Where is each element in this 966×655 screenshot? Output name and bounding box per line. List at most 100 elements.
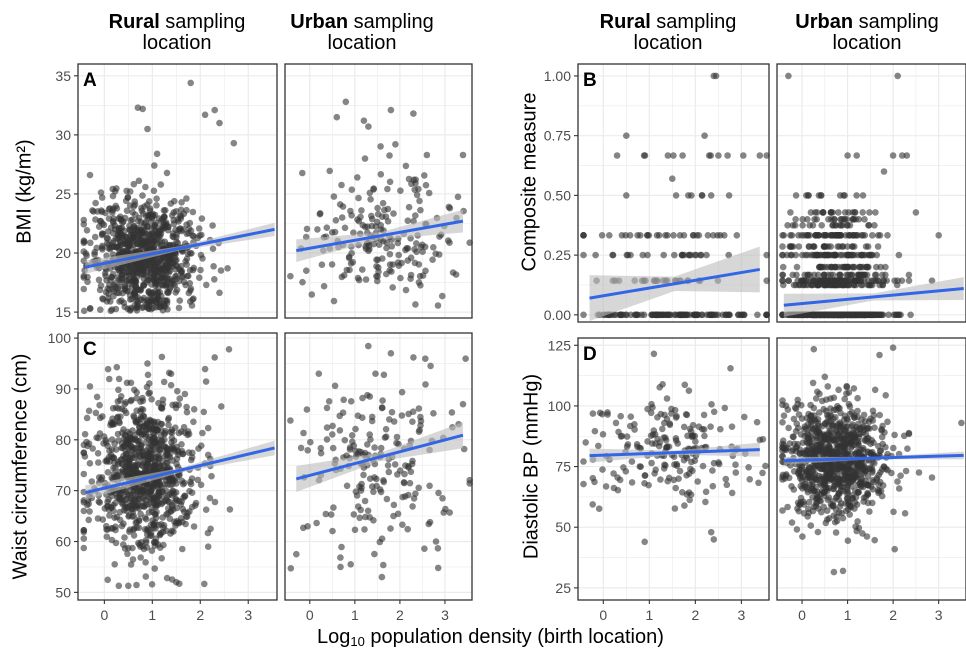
data-point	[591, 427, 599, 435]
data-point	[130, 412, 137, 420]
data-point	[166, 252, 173, 259]
data-point	[416, 426, 423, 434]
data-point	[689, 421, 697, 429]
data-point	[166, 477, 173, 484]
data-point	[617, 433, 625, 440]
data-point	[855, 216, 863, 223]
data-point	[413, 248, 420, 256]
x-axis-title: Log10 population density (birth location…	[317, 626, 664, 649]
data-point	[832, 529, 840, 536]
data-point	[112, 499, 119, 507]
data-point	[195, 225, 203, 232]
data-point	[361, 526, 368, 533]
data-point	[190, 232, 197, 240]
data-point	[161, 452, 169, 460]
data-point	[878, 433, 886, 441]
data-point	[853, 192, 860, 199]
data-point	[88, 478, 96, 485]
data-point	[374, 273, 381, 280]
data-point	[900, 432, 908, 440]
data-point	[380, 561, 387, 569]
data-point	[146, 526, 153, 534]
data-point	[152, 503, 160, 510]
data-point	[383, 244, 390, 252]
data-point	[144, 460, 152, 468]
data-point	[115, 386, 122, 394]
data-point	[346, 266, 353, 274]
data-point	[848, 271, 856, 279]
data-point	[891, 545, 898, 553]
data-point	[140, 282, 148, 289]
data-point	[798, 401, 805, 409]
data-point	[814, 528, 822, 536]
data-point	[179, 545, 186, 553]
data-point	[378, 573, 386, 581]
data-point	[179, 518, 186, 526]
data-point	[869, 417, 877, 424]
data-point	[329, 444, 337, 452]
data-point	[680, 232, 688, 239]
data-point	[409, 503, 416, 510]
data-point	[724, 152, 731, 159]
data-point	[80, 544, 88, 552]
data-point	[351, 526, 359, 534]
data-point	[149, 210, 157, 218]
data-point	[106, 512, 113, 519]
data-point	[890, 311, 898, 319]
x-tick-label: 2	[889, 607, 897, 623]
x-tick-label: 3	[244, 607, 252, 623]
data-point	[132, 226, 140, 233]
data-point	[318, 261, 326, 269]
y-tick-label: 80	[55, 432, 71, 448]
data-point	[745, 464, 752, 471]
data-point	[180, 423, 188, 431]
fit-line	[589, 267, 761, 300]
data-point	[111, 514, 118, 521]
data-point	[432, 538, 440, 545]
data-point	[384, 185, 391, 193]
data-point	[380, 237, 387, 245]
data-point	[157, 181, 165, 188]
data-point	[103, 526, 110, 533]
data-point	[86, 460, 94, 467]
data-point	[199, 429, 206, 437]
data-point	[715, 459, 722, 466]
panel-border	[77, 332, 278, 601]
data-point	[897, 472, 904, 480]
data-point	[935, 232, 942, 239]
data-point	[862, 436, 869, 443]
data-point	[599, 466, 606, 473]
data-point	[102, 289, 110, 296]
data-point	[365, 342, 372, 350]
data-point	[145, 288, 152, 296]
data-point	[169, 457, 176, 464]
data-point	[852, 523, 859, 530]
data-point	[80, 221, 88, 228]
data-point	[171, 197, 178, 205]
data-point	[332, 217, 340, 224]
data-point	[211, 354, 218, 361]
data-point	[379, 199, 387, 207]
y-tick-label: 50	[55, 584, 71, 600]
data-point	[369, 483, 376, 490]
data-point	[188, 454, 196, 461]
data-point	[378, 404, 386, 411]
strip-word: Urban	[795, 11, 854, 33]
data-point	[670, 152, 677, 159]
data-point	[121, 545, 129, 552]
data-point	[204, 424, 212, 432]
data-point	[132, 278, 139, 285]
data-point	[853, 501, 861, 508]
data-point	[392, 141, 399, 148]
x-tick-label: 3	[441, 607, 449, 623]
data-point	[83, 227, 91, 234]
data-point	[884, 418, 891, 426]
data-point	[198, 215, 206, 222]
data-point	[367, 436, 374, 443]
data-point	[820, 209, 827, 216]
data-point	[799, 439, 807, 447]
data-point	[99, 413, 106, 420]
data-point	[848, 442, 856, 450]
data-point	[830, 232, 837, 239]
data-point	[201, 580, 208, 588]
